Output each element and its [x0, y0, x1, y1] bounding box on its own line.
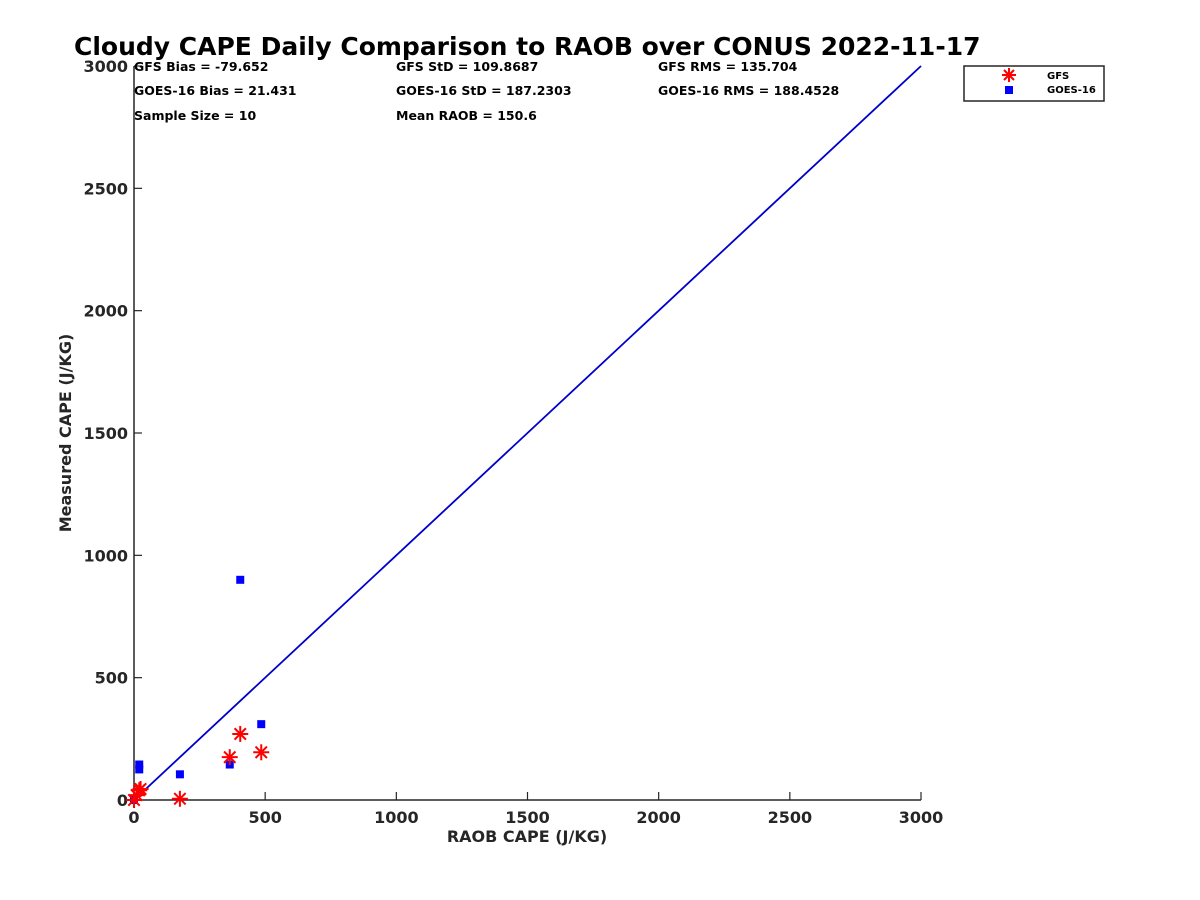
y-tick-label: 0 [117, 791, 128, 810]
gfs-point [221, 749, 238, 766]
legend: GFS GOES-16 [963, 65, 1105, 102]
y-tick-label: 1500 [83, 424, 128, 443]
legend-gfs-label: GFS [1047, 71, 1069, 82]
goes16-point [135, 765, 144, 774]
y-axis-label: Measured CAPE (J/KG) [56, 334, 75, 533]
legend-box [963, 65, 1105, 102]
x-tick-label: 2000 [636, 808, 681, 827]
x-tick-label: 1500 [505, 808, 550, 827]
goes16-point [236, 575, 245, 584]
legend-goes-label: GOES-16 [1047, 85, 1096, 96]
y-tick-label: 500 [95, 669, 128, 688]
legend-gfs-marker [1002, 68, 1016, 82]
gfs-bias-stat: GFS Bias = -79.652 [134, 59, 268, 74]
goes-rms-stat: GOES-16 RMS = 188.4528 [658, 83, 839, 98]
y-tick-label: 2500 [83, 179, 128, 198]
sample-size-stat: Sample Size = 10 [134, 108, 256, 123]
y-tick-label: 2000 [83, 302, 128, 321]
statistics-panel: GFS Bias = -79.652 GFS StD = 109.8687 GF… [134, 59, 839, 123]
goes-std-stat: GOES-16 StD = 187.2303 [396, 83, 572, 98]
gfs-point [132, 780, 149, 797]
mean-raob-stat: Mean RAOB = 150.6 [396, 108, 537, 123]
x-tick-label: 3000 [899, 808, 944, 827]
gfs-point [232, 725, 249, 742]
x-tick-label: 0 [128, 808, 139, 827]
chart-title: Cloudy CAPE Daily Comparison to RAOB ove… [74, 32, 980, 61]
goes16-point [257, 720, 266, 729]
gfs-point [253, 744, 270, 761]
legend-goes-marker [1005, 86, 1013, 94]
gfs-std-stat: GFS StD = 109.8687 [396, 59, 538, 74]
data-points [126, 575, 270, 808]
goes16-point [175, 770, 184, 779]
axis-ticks: 0 500 1000 1500 2000 2500 3000 0 500 1000 1500 2000… [83, 57, 943, 827]
x-tick-label: 2500 [768, 808, 813, 827]
goes-bias-stat: GOES-16 Bias = 21.431 [134, 83, 296, 98]
x-tick-label: 500 [248, 808, 281, 827]
x-tick-label: 1000 [374, 808, 419, 827]
gfs-rms-stat: GFS RMS = 135.704 [658, 59, 798, 74]
gfs-point [171, 790, 188, 807]
x-axis-label: RAOB CAPE (J/KG) [447, 827, 607, 846]
one-to-one-reference-line [133, 65, 922, 801]
y-tick-label: 3000 [83, 57, 128, 76]
y-tick-label: 1000 [83, 546, 128, 565]
goes16-point [135, 760, 144, 769]
